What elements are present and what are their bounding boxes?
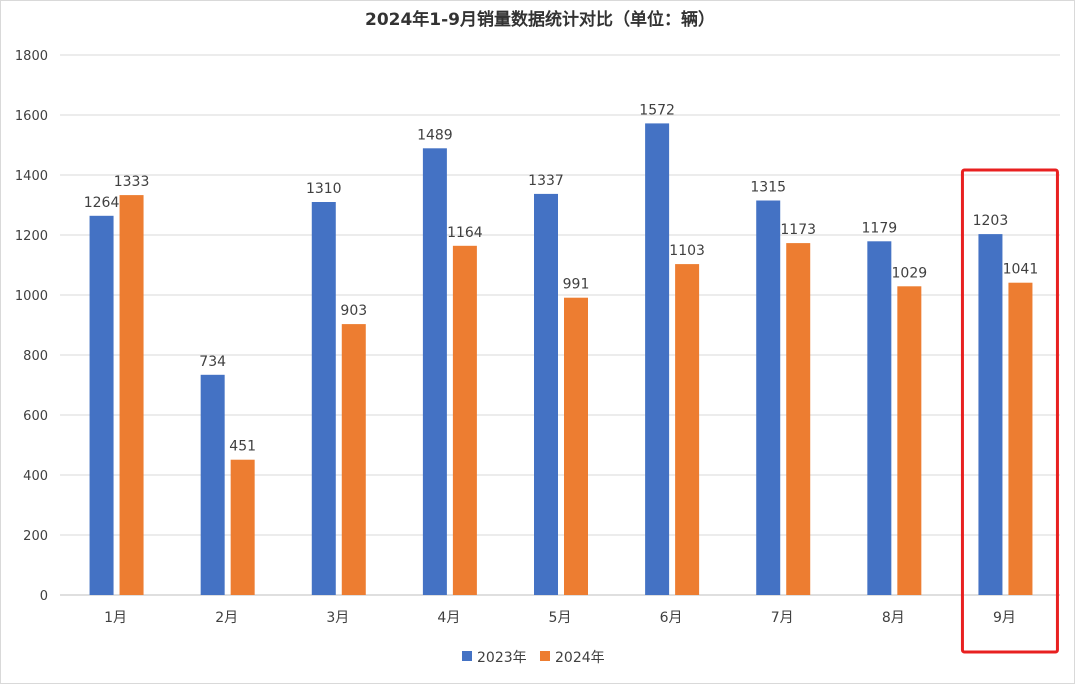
y-tick-label: 1800 <box>15 49 48 64</box>
legend-swatch <box>540 651 550 661</box>
x-tick-label: 1月 <box>104 610 127 626</box>
bar-2024年-4月 <box>452 245 477 596</box>
data-label: 1315 <box>750 180 786 196</box>
data-label: 1179 <box>862 220 898 236</box>
data-label: 903 <box>340 303 367 319</box>
bar-2023年-7月 <box>756 200 781 595</box>
data-label: 1489 <box>417 127 453 143</box>
x-tick-label: 2月 <box>215 610 238 626</box>
x-tick-label: 7月 <box>771 610 794 626</box>
y-tick-label: 1400 <box>15 169 48 184</box>
y-tick-label: 1000 <box>15 289 48 304</box>
data-label: 1173 <box>780 222 816 238</box>
x-tick-label: 3月 <box>326 610 349 626</box>
data-label: 1029 <box>892 265 928 281</box>
data-label: 991 <box>563 277 590 293</box>
data-label: 1203 <box>973 213 1009 229</box>
bar-2024年-6月 <box>675 264 700 595</box>
y-tick-label: 600 <box>23 409 48 424</box>
x-tick-label: 6月 <box>660 610 683 626</box>
y-tick-label: 0 <box>40 589 48 604</box>
y-tick-label: 1600 <box>15 109 48 124</box>
bar-2023年-3月 <box>311 202 336 595</box>
data-label: 1333 <box>114 174 150 190</box>
x-tick-label: 5月 <box>549 610 572 626</box>
bar-2024年-8月 <box>897 286 922 595</box>
data-label: 1337 <box>528 173 564 189</box>
bar-2024年-9月 <box>1008 282 1033 595</box>
y-tick-label: 800 <box>23 349 48 364</box>
bar-2023年-6月 <box>645 123 670 596</box>
legend-label: 2024年 <box>555 650 605 666</box>
data-label: 451 <box>229 439 256 455</box>
data-label: 1264 <box>84 195 120 211</box>
chart-title: 2024年1-9月销量数据统计对比（单位：辆） <box>365 9 715 30</box>
bar-2023年-1月 <box>89 215 114 596</box>
highlight-box <box>960 168 1059 654</box>
data-label: 1572 <box>639 102 675 118</box>
data-label: 1310 <box>306 181 342 197</box>
bar-2024年-1月 <box>119 195 144 595</box>
bar-2023年-4月 <box>422 148 447 596</box>
bar-2023年-8月 <box>867 241 892 596</box>
bar-2023年-2月 <box>200 374 225 595</box>
bar-2024年-3月 <box>341 324 366 595</box>
y-tick-label: 400 <box>23 469 48 484</box>
bar-2024年-7月 <box>786 243 811 595</box>
y-tick-label: 200 <box>23 529 48 544</box>
legend-label: 2023年 <box>477 650 527 666</box>
data-label: 734 <box>199 354 226 370</box>
bar-2023年-5月 <box>534 193 558 595</box>
data-label: 1103 <box>669 243 705 259</box>
y-tick-label: 1200 <box>15 229 48 244</box>
x-tick-label: 9月 <box>993 610 1016 626</box>
x-tick-label: 8月 <box>882 610 905 626</box>
data-label: 1164 <box>447 225 483 241</box>
data-label: 1041 <box>1003 262 1039 278</box>
bar-2023年-9月 <box>978 234 1003 595</box>
bar-2024年-2月 <box>230 459 255 595</box>
bar-2024年-5月 <box>564 297 588 595</box>
x-tick-label: 4月 <box>437 610 460 626</box>
legend-swatch <box>462 651 472 661</box>
